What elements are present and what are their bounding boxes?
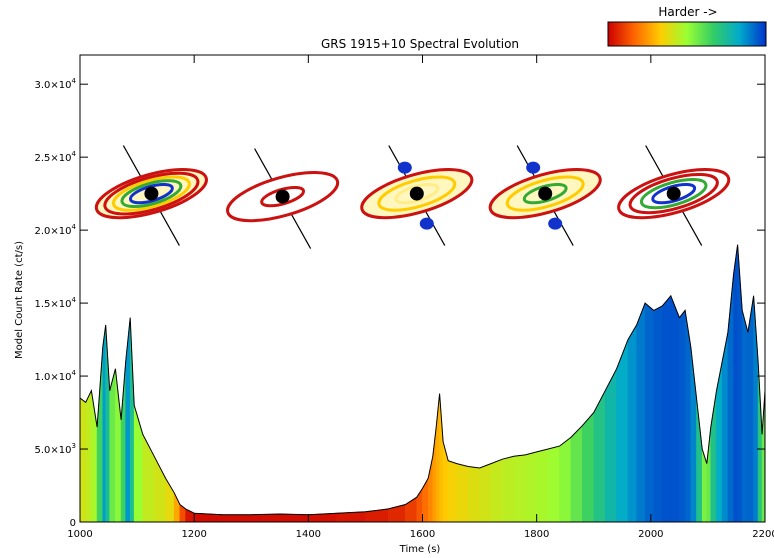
y-axis-label: Model Count Rate (ct/s) bbox=[14, 241, 25, 359]
y-tick-label: 2.5×104 bbox=[35, 150, 77, 164]
disk-ring bbox=[260, 185, 306, 208]
area-segment bbox=[636, 302, 646, 523]
y-tick-label: 1.5×104 bbox=[35, 296, 77, 310]
disk-ring bbox=[651, 182, 697, 205]
jet-blob bbox=[548, 217, 563, 230]
jet-blob bbox=[419, 217, 434, 230]
area-segment bbox=[536, 448, 549, 523]
disk-ring bbox=[377, 175, 457, 212]
disk-ring bbox=[128, 182, 174, 205]
count-rate-curve bbox=[79, 244, 766, 516]
area-segment bbox=[490, 458, 503, 523]
area-segment bbox=[447, 460, 458, 523]
disk-ring bbox=[505, 175, 585, 212]
area-segment bbox=[616, 339, 629, 523]
area-segment bbox=[737, 244, 743, 523]
area-segment bbox=[741, 310, 749, 523]
area-segment bbox=[559, 436, 572, 523]
x-axis-label: Time (s) bbox=[399, 544, 441, 555]
area-segment bbox=[721, 332, 729, 523]
y-tick-label: 5.0×103 bbox=[35, 442, 76, 456]
area-segment bbox=[696, 397, 703, 523]
disk-sketch bbox=[488, 145, 602, 246]
x-tick-label: 1200 bbox=[181, 529, 206, 540]
area-segment bbox=[142, 434, 155, 523]
colorbar: Harder -> bbox=[607, 5, 767, 47]
area-segment bbox=[251, 513, 281, 523]
area-segment bbox=[422, 477, 429, 523]
jet-blob bbox=[526, 161, 541, 174]
x-tick-label: 1000 bbox=[67, 529, 92, 540]
area-segment bbox=[513, 454, 526, 523]
disk-sketch bbox=[360, 145, 474, 246]
area-segment bbox=[570, 424, 583, 523]
area-segment bbox=[173, 492, 181, 523]
area-segment bbox=[604, 368, 617, 523]
disk-sketches bbox=[94, 145, 731, 249]
area-segment bbox=[757, 361, 763, 523]
jet-blob bbox=[397, 161, 412, 174]
area-segment bbox=[644, 302, 655, 523]
disk-sketch bbox=[94, 145, 208, 246]
area-segment bbox=[502, 455, 515, 523]
disk-ring bbox=[628, 172, 719, 215]
area-segment bbox=[456, 463, 469, 523]
area-segment bbox=[670, 295, 680, 523]
disk-ring bbox=[103, 171, 200, 216]
area-segment bbox=[653, 305, 663, 523]
black-hole bbox=[538, 186, 553, 201]
black-hole bbox=[409, 186, 424, 201]
y-tick-label: 3.0×104 bbox=[35, 77, 77, 91]
black-hole bbox=[666, 186, 681, 201]
disk-sketch bbox=[617, 145, 731, 246]
disk-ring bbox=[639, 178, 708, 210]
area-segment bbox=[125, 317, 131, 523]
area-segment bbox=[102, 324, 106, 523]
area-segment bbox=[153, 456, 166, 523]
x-tick-label: 1600 bbox=[410, 529, 435, 540]
area-segment bbox=[733, 244, 738, 523]
area-segment bbox=[222, 514, 252, 523]
area-segment bbox=[679, 309, 686, 523]
area-segment bbox=[581, 411, 595, 523]
colorbar-gradient bbox=[607, 21, 767, 47]
area-segment bbox=[442, 441, 449, 523]
area-segment bbox=[133, 405, 144, 523]
area-segment bbox=[279, 513, 309, 523]
area-layer bbox=[79, 244, 766, 523]
chart-title: GRS 1915+10 Spectral Evolution bbox=[321, 37, 519, 51]
disk-ring bbox=[394, 182, 440, 205]
area-segment bbox=[593, 390, 606, 523]
black-hole bbox=[275, 189, 290, 204]
disk-ring bbox=[111, 175, 191, 212]
area-segment bbox=[79, 397, 86, 523]
area-segment bbox=[524, 451, 538, 523]
area-segment bbox=[547, 445, 560, 523]
area-segment bbox=[727, 273, 734, 523]
area-segment bbox=[467, 466, 480, 523]
area-segment bbox=[85, 390, 92, 523]
area-segment bbox=[479, 463, 492, 523]
disk-ring bbox=[120, 179, 183, 209]
colorbar-label: Harder -> bbox=[658, 5, 717, 19]
y-tick-label: 0 bbox=[70, 518, 76, 529]
x-tick-label: 1400 bbox=[296, 529, 321, 540]
area-segment bbox=[96, 346, 104, 523]
disk-sketch bbox=[226, 148, 340, 249]
black-hole bbox=[144, 186, 159, 201]
x-tick-label: 2000 bbox=[638, 529, 663, 540]
disk-ring bbox=[522, 182, 568, 205]
area-segment bbox=[627, 323, 637, 523]
area-segment bbox=[109, 368, 116, 523]
y-tick-label: 2.0×104 bbox=[35, 223, 77, 237]
y-tick-label: 1.0×104 bbox=[35, 369, 77, 383]
area-segment bbox=[129, 317, 135, 523]
area-segment bbox=[661, 294, 672, 523]
x-tick-label: 1800 bbox=[524, 529, 549, 540]
